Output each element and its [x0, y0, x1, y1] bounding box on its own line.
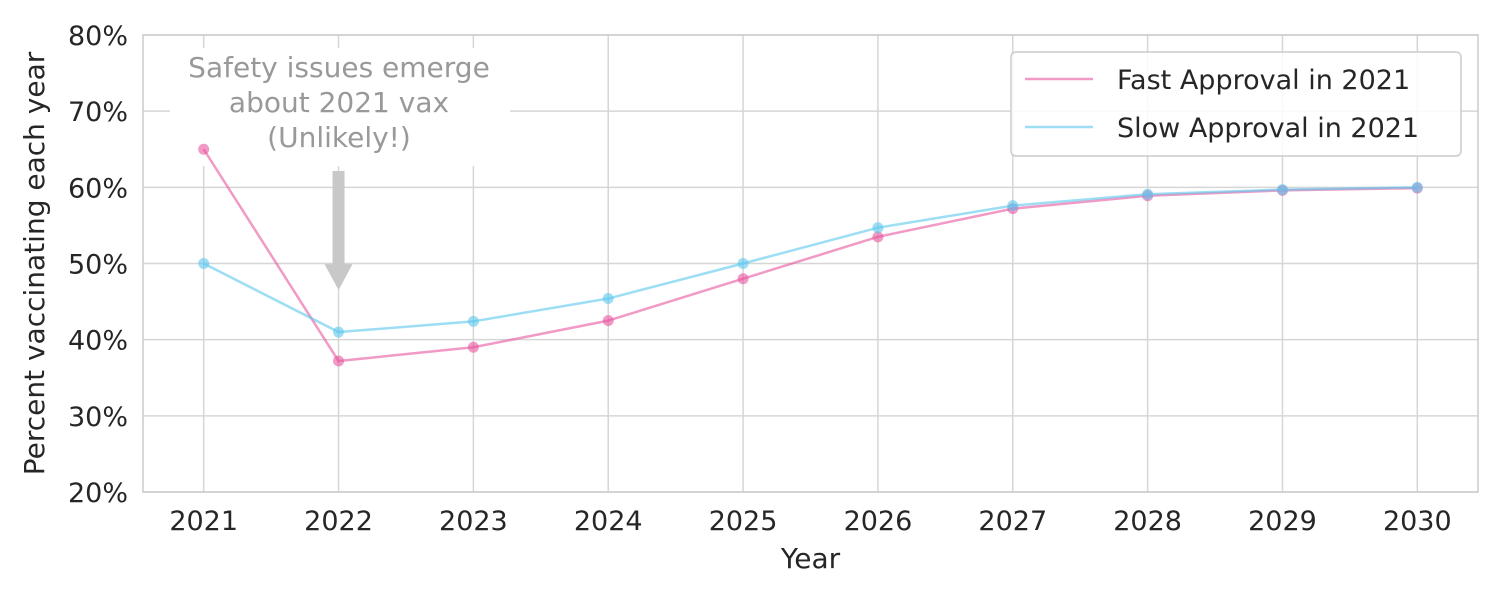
- y-tick-label: 50%: [68, 250, 128, 281]
- x-tick-label: 2022: [304, 506, 373, 537]
- data-point: [333, 326, 345, 338]
- data-point: [467, 341, 479, 353]
- data-point: [737, 273, 749, 285]
- x-tick-label: 2029: [1248, 506, 1317, 537]
- data-point: [198, 258, 210, 269]
- legend-box: [1010, 51, 1462, 157]
- y-tick-label: 40%: [68, 326, 128, 357]
- x-tick-label: 2028: [1113, 506, 1182, 537]
- x-tick-label: 2021: [169, 506, 238, 537]
- y-axis-title: Percent vaccinating each year: [18, 51, 51, 475]
- series-2: [198, 181, 1423, 338]
- legend-label: Slow Approval in 2021: [1117, 113, 1419, 144]
- x-tick-label: 2030: [1383, 506, 1452, 537]
- legend-label: Fast Approval in 2021: [1117, 65, 1410, 96]
- x-tick-label: 2027: [978, 506, 1047, 537]
- y-tick-label: 80%: [68, 21, 128, 52]
- data-point: [1411, 181, 1423, 193]
- x-axis-title: Year: [780, 542, 841, 575]
- data-point: [333, 355, 345, 367]
- y-tick-label: 30%: [68, 402, 128, 433]
- annotation-text: (Unlikely!): [267, 121, 411, 154]
- y-tick-label: 70%: [68, 97, 128, 128]
- x-tick-label: 2023: [439, 506, 508, 537]
- annotation-arrow-shaft: [332, 171, 345, 267]
- annotation-arrow-head: [324, 264, 353, 291]
- data-point: [872, 222, 884, 234]
- data-point: [602, 315, 614, 327]
- series-layer: [198, 143, 1423, 367]
- data-point: [737, 258, 749, 269]
- data-point: [602, 293, 614, 305]
- x-tick-label: 2026: [844, 506, 913, 537]
- data-point: [1007, 200, 1019, 212]
- annotation-text: Safety issues emerge: [188, 51, 490, 84]
- legend: Fast Approval in 2021 Slow Approval in 20…: [1010, 51, 1462, 157]
- data-point: [872, 231, 884, 243]
- x-tick-label: 2025: [709, 506, 778, 537]
- series-1: [198, 143, 1423, 367]
- data-point: [1142, 188, 1154, 200]
- annotation-text: about 2021 vax: [229, 86, 449, 119]
- y-axis-ticks: 20% 30% 40% 50% 60% 70% 80%: [68, 21, 128, 509]
- data-point: [198, 143, 210, 155]
- x-tick-label: 2024: [574, 506, 643, 537]
- y-tick-label: 60%: [68, 173, 128, 204]
- x-axis-ticks: 2021 2022 2023 2024 2025 2026 2027 2028 2029 2030: [169, 506, 1451, 537]
- y-tick-label: 20%: [68, 478, 128, 509]
- annotation-box: [170, 48, 510, 166]
- data-point: [467, 315, 479, 327]
- data-point: [1276, 184, 1288, 196]
- series-line: [203, 186, 1418, 334]
- plot-frame: [142, 34, 1479, 493]
